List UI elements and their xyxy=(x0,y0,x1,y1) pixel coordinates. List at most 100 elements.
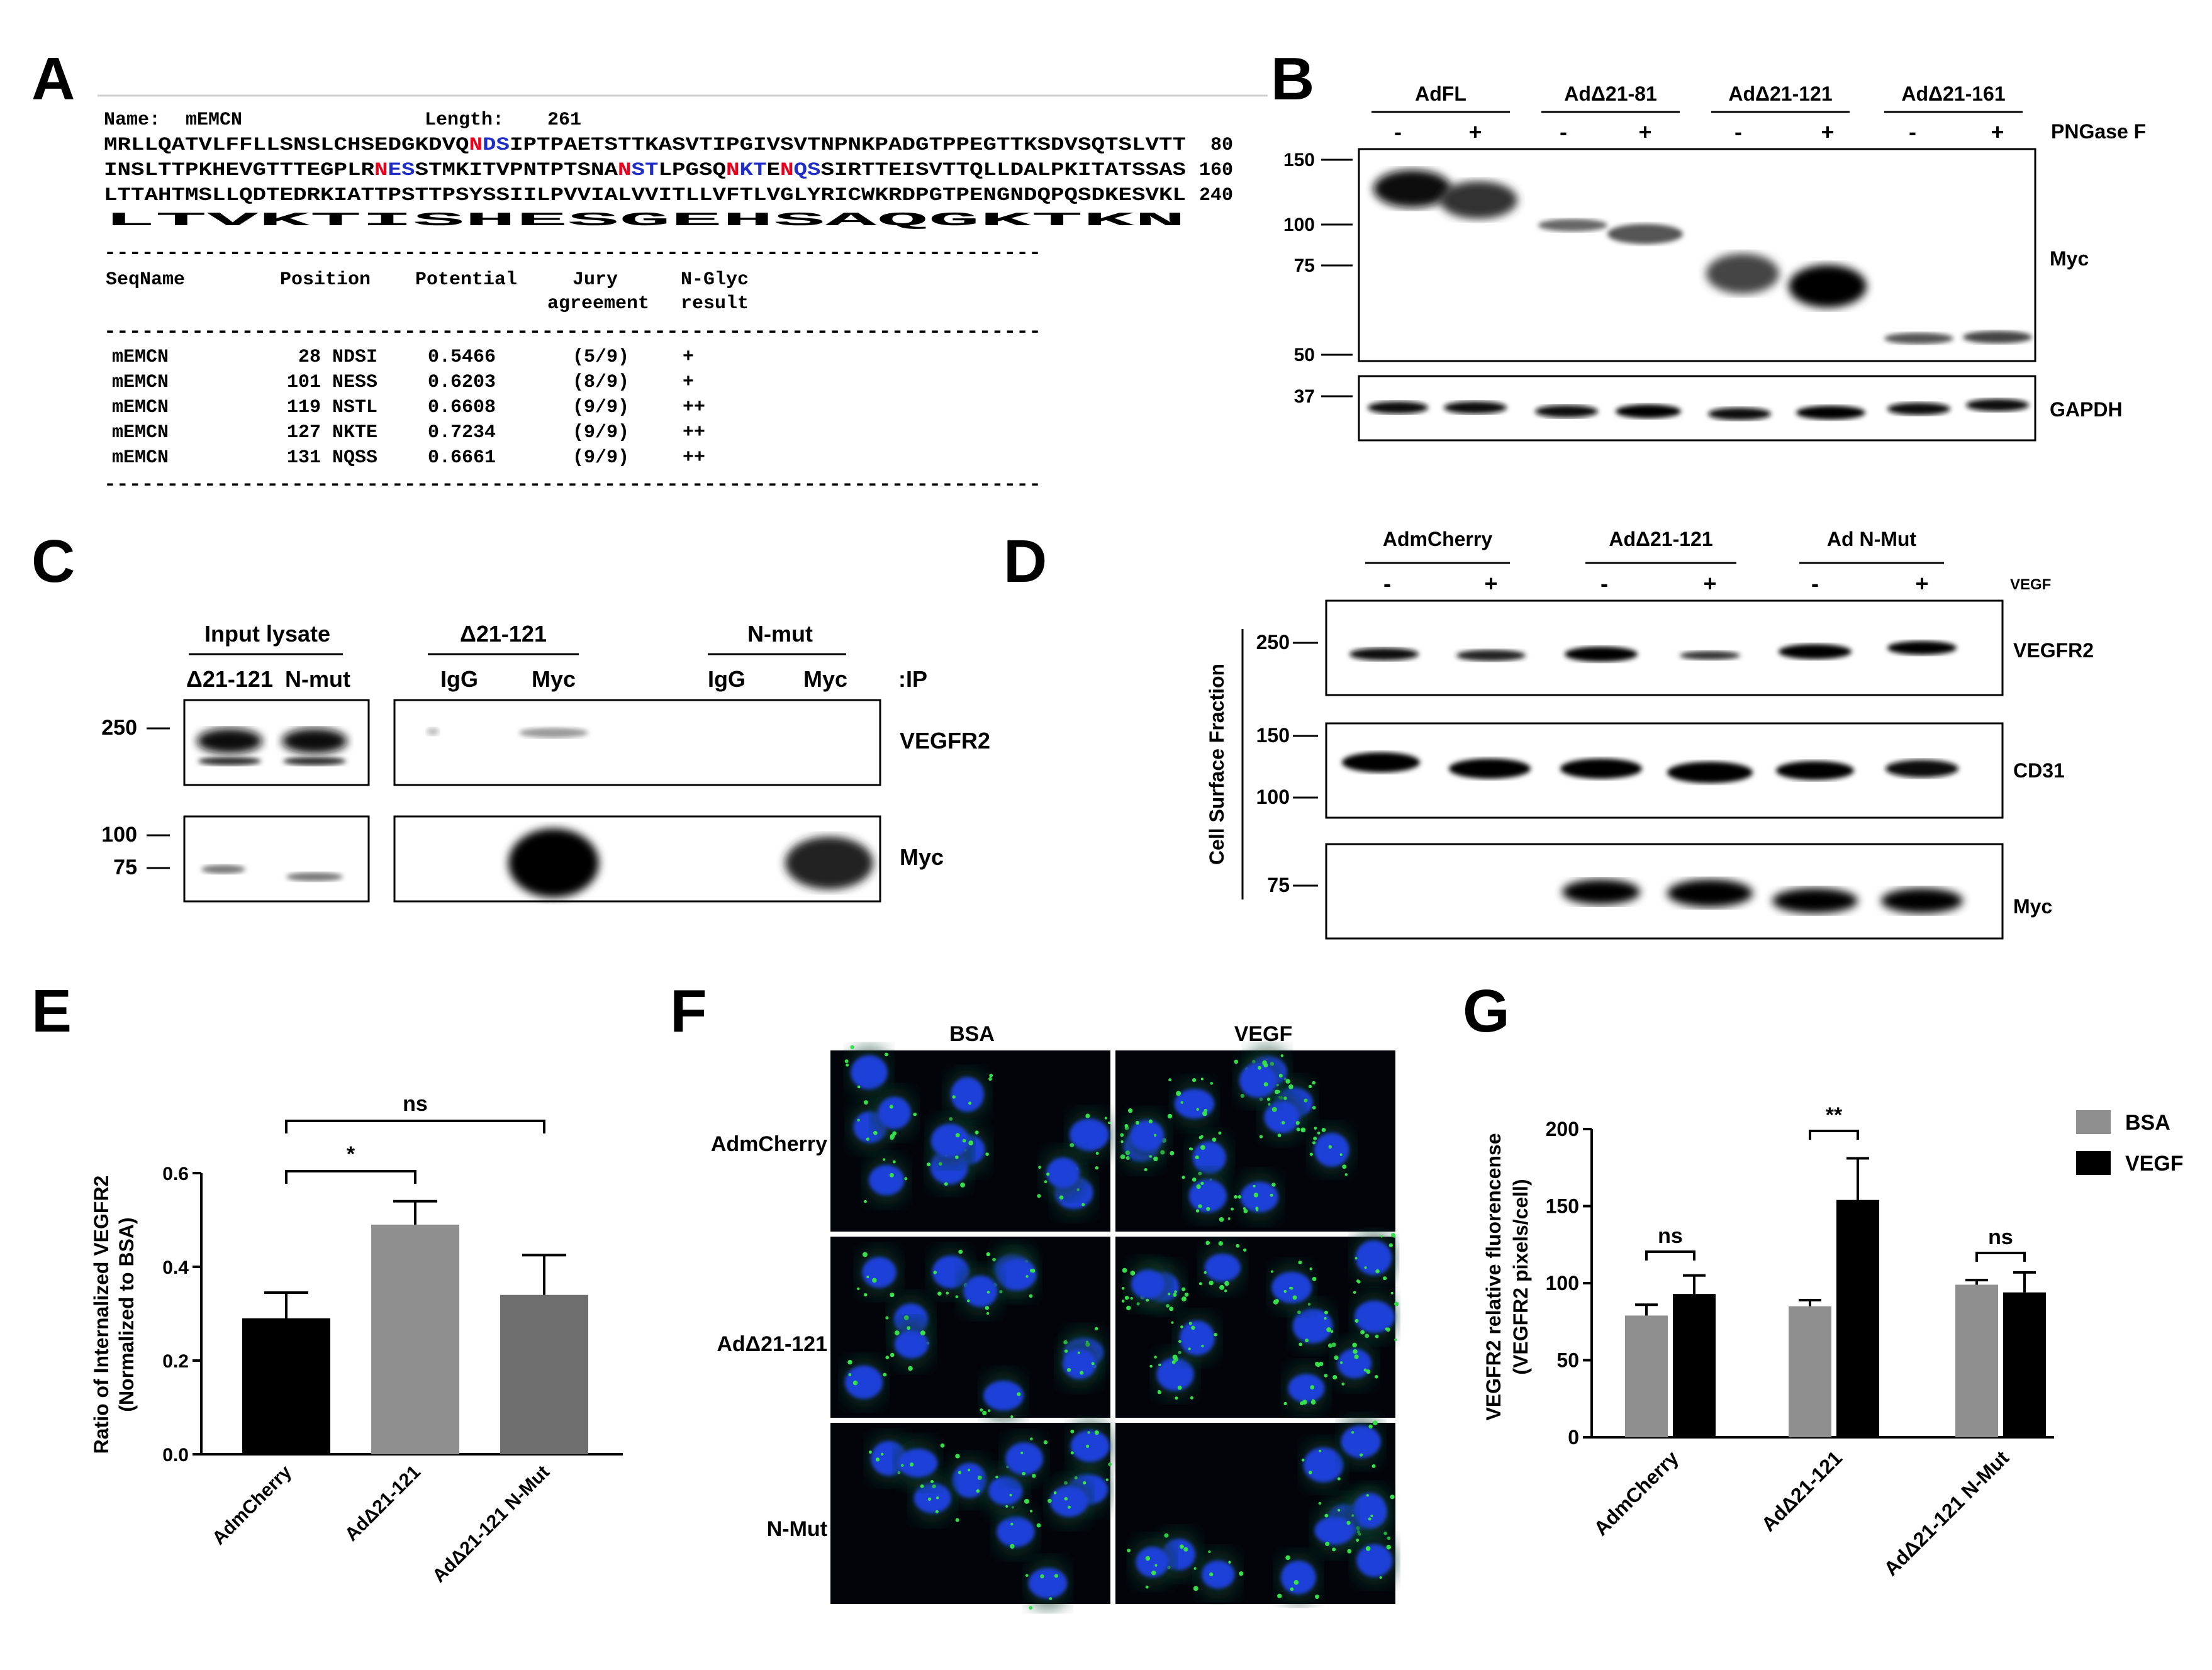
sequence-position: 240 xyxy=(1199,185,1233,206)
vegfr2-puncta xyxy=(955,1133,960,1138)
vegfr2-puncta xyxy=(1327,1343,1333,1348)
vegfr2-puncta xyxy=(1224,1289,1227,1293)
sequence-line: MRLLQATVLFFLLSNSLCHSEDGKDVQ N DS IPTPAETSTT… xyxy=(104,135,1186,156)
dash-line-1: ----------------------------------------… xyxy=(104,243,1041,264)
vegfr2-puncta xyxy=(1192,1177,1197,1182)
bar xyxy=(1673,1294,1716,1437)
vegfr2-puncta xyxy=(1364,1266,1367,1269)
vegfr2-puncta xyxy=(892,1160,896,1164)
sequence-segment: LTVKTISHESGEHSAQGKTKN xyxy=(104,210,1186,231)
vegfr2-puncta xyxy=(958,1249,963,1254)
vegfr2-puncta xyxy=(1094,1430,1099,1435)
nucleus xyxy=(1314,1517,1355,1545)
lane-minus: - xyxy=(1560,119,1567,145)
mw-marker: 250 xyxy=(101,716,137,740)
row-site: NQSS xyxy=(332,447,377,469)
myc-label: Myc xyxy=(900,844,944,870)
vegfr2-puncta xyxy=(1179,1544,1184,1549)
band xyxy=(1706,253,1779,294)
vegfr2-puncta xyxy=(850,1045,854,1050)
vegfr2-puncta xyxy=(1290,1286,1293,1290)
vegfr2-puncta xyxy=(907,1326,911,1330)
vegfr2-puncta xyxy=(1304,1098,1308,1103)
row-site: NESS xyxy=(332,372,377,393)
sequence-segment: N xyxy=(726,160,740,181)
vegfr2-puncta xyxy=(1270,1193,1273,1197)
nucleus xyxy=(951,1077,984,1112)
vegfr2-puncta xyxy=(1271,1183,1276,1187)
vegfr2-puncta xyxy=(1239,1571,1244,1576)
vegfr2-puncta xyxy=(862,1252,868,1257)
vegfr2-puncta xyxy=(1314,1127,1317,1130)
vegfr2-puncta xyxy=(1172,1354,1178,1360)
nucleus xyxy=(1288,1374,1325,1403)
vegfr2-puncta xyxy=(1298,1261,1302,1265)
vegfr2-puncta xyxy=(890,1352,895,1357)
vegfr2-puncta xyxy=(1386,1544,1392,1550)
x-tick-label: AdΔ21-121 N-Mut xyxy=(428,1462,554,1587)
row-position: 119 xyxy=(287,397,321,418)
bar xyxy=(1836,1200,1879,1437)
vegfr2-puncta xyxy=(1313,1137,1317,1141)
vegfr2-puncta xyxy=(1200,1077,1204,1081)
vegfr2-puncta xyxy=(1180,1325,1183,1328)
vegfr2-puncta xyxy=(1383,1531,1387,1535)
nucleus xyxy=(1070,1118,1109,1151)
lane-plus: + xyxy=(1468,119,1482,145)
vegfr2-puncta xyxy=(1053,1491,1057,1495)
vegfr2-puncta xyxy=(962,1138,966,1143)
group-label-ad21-81: AdΔ21-81 xyxy=(1564,82,1657,105)
vegfr2-puncta xyxy=(1030,1437,1033,1440)
vegfr2-puncta xyxy=(904,1177,908,1181)
vegfr2-puncta xyxy=(1353,1349,1358,1354)
nucleus xyxy=(983,1381,1024,1411)
myc-blot-label: Myc xyxy=(2050,247,2089,270)
ip-lane-igg: IgG xyxy=(708,666,746,692)
vegfr2-puncta xyxy=(1263,1062,1268,1067)
nucleus xyxy=(1046,1157,1080,1188)
sequence-block: MRLLQATVLFFLLSNSLCHSEDGKDVQ N DS IPTPAETSTT… xyxy=(104,135,1233,231)
vegfr2-puncta xyxy=(1283,1401,1287,1406)
vegfr2-puncta xyxy=(909,1462,914,1467)
vegfr2-puncta xyxy=(952,1095,956,1099)
vegfr2-puncta xyxy=(1206,1206,1210,1211)
vegfr2-puncta xyxy=(1063,1340,1068,1345)
sequence-position: 80 xyxy=(1210,135,1233,156)
vegfr2-puncta xyxy=(848,1373,852,1376)
vegfr2-puncta xyxy=(1148,1119,1153,1123)
lane-plus: + xyxy=(1915,571,1928,596)
nucleus xyxy=(1049,1486,1088,1517)
nucleus xyxy=(1240,1181,1278,1213)
nucleus xyxy=(869,1165,905,1196)
band xyxy=(1373,170,1451,208)
vegfr2-puncta xyxy=(920,1484,924,1488)
row-seqname: mEMCN xyxy=(112,447,169,469)
vegfr2-puncta xyxy=(1029,1606,1033,1610)
legend-swatch xyxy=(2076,1151,2111,1175)
row-result: ++ xyxy=(683,397,705,418)
row-jury: (9/9) xyxy=(573,447,629,469)
nucleus xyxy=(862,1257,897,1288)
vegfr2-puncta xyxy=(1366,1369,1371,1374)
vegfr2-puncta xyxy=(988,1077,992,1081)
sequence-segment: KT xyxy=(739,160,766,181)
vegfr2-puncta xyxy=(1198,1282,1202,1286)
vegfr2-puncta xyxy=(1192,1078,1197,1083)
significance-bracket xyxy=(1975,1252,2026,1262)
vegfr2-puncta xyxy=(1121,1286,1125,1290)
y-tick-label: 0.0 xyxy=(162,1445,189,1466)
vegfr2-puncta xyxy=(1390,1291,1394,1294)
vegfr2-puncta xyxy=(864,1293,868,1297)
band xyxy=(1538,219,1607,231)
sequence-segment: LPGSQ xyxy=(658,160,725,181)
myc-blot xyxy=(1358,148,2036,362)
band xyxy=(1966,399,2029,411)
vegfr2-puncta xyxy=(1120,1140,1124,1144)
band xyxy=(198,757,261,765)
vegfr2-puncta xyxy=(1193,1567,1197,1570)
vegfr2-puncta xyxy=(1312,1106,1316,1110)
vegfr2-puncta xyxy=(940,1443,945,1448)
input-lane-nmut: N-mut xyxy=(285,666,350,692)
vegfr2-puncta xyxy=(1379,1576,1382,1579)
nucleus xyxy=(894,1330,929,1359)
